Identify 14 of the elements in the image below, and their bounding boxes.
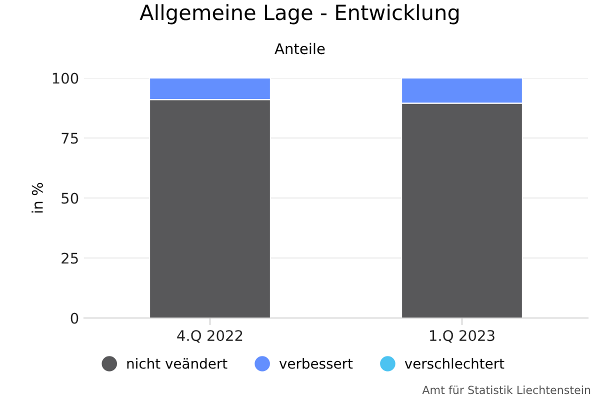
chart-title: Allgemeine Lage - Entwicklung (140, 4, 459, 24)
legend-label: verschlechtert (404, 358, 504, 369)
y-tick-label: 25 (62, 252, 78, 264)
chart-subtitle: Anteile (274, 42, 325, 54)
y-tick-label: 0 (70, 312, 78, 324)
text: Amt für Statistik Liechtenstein (422, 386, 590, 394)
y-tick-label: 100 (52, 72, 78, 84)
x-tick-label: 4.Q 2022 (177, 330, 242, 343)
legend-label: verbessert (279, 358, 353, 369)
y-tick-label: 75 (62, 132, 78, 144)
y-axis-title: in % (32, 182, 43, 213)
legend-label: nicht veändert (127, 358, 228, 369)
y-tick-label: 50 (62, 192, 78, 204)
x-tick-label: 1.Q 2023 (430, 330, 494, 343)
